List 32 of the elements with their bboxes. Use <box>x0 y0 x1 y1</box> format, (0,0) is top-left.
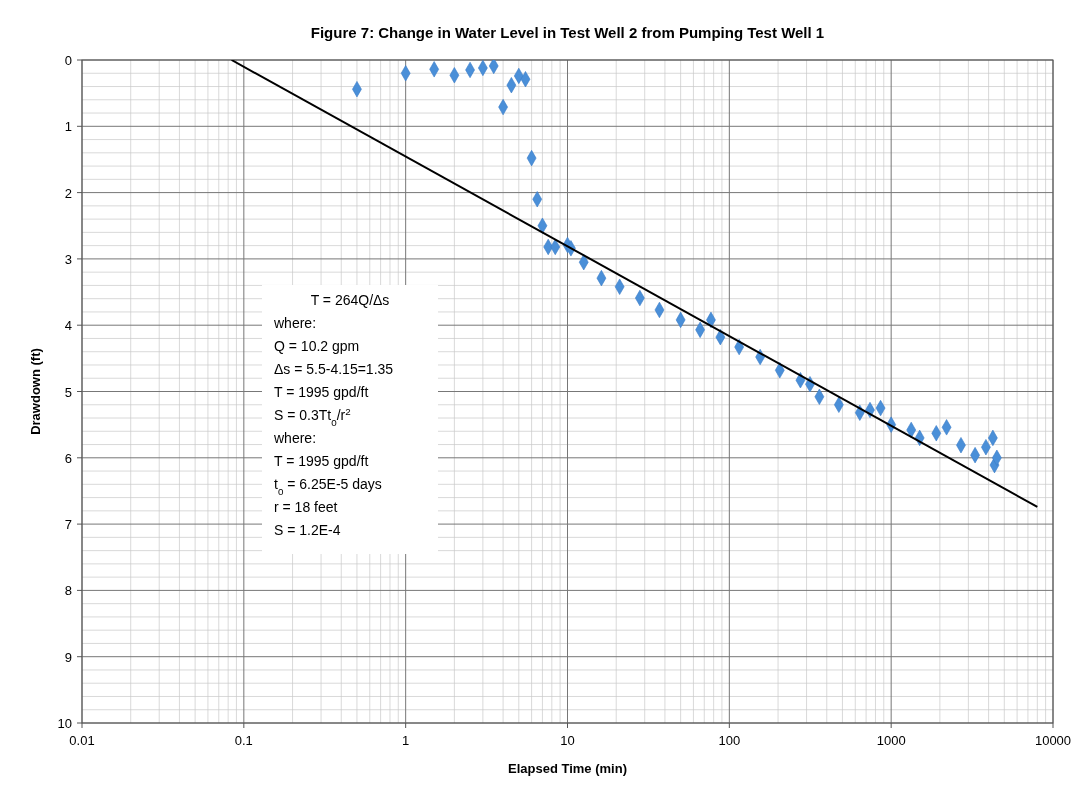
x-tick-label: 1 <box>402 733 410 748</box>
y-tick-label: 3 <box>64 251 72 267</box>
y-tick-label: 1 <box>64 119 72 135</box>
annotation: S = 1.2E-4 <box>274 522 341 538</box>
annotation: Q = 10.2 gpm <box>274 338 360 354</box>
y-tick-label: 2 <box>64 185 72 201</box>
y-tick-label: 4 <box>64 318 72 334</box>
annotation: T = 264Q/Δs <box>310 292 390 308</box>
x-tick-label: 10000 <box>1034 733 1072 748</box>
y-tick-label: 7 <box>64 517 72 533</box>
y-axis-title: Drawdown (ft) <box>28 348 43 435</box>
annotation: r = 18 feet <box>274 499 338 515</box>
y-tick-label: 8 <box>64 583 72 599</box>
annotation: where: <box>273 315 317 331</box>
x-tick-label: 0.1 <box>234 733 253 748</box>
annotation: S = 0.3Tt$_{0}$/r$^{2}$ <box>274 405 351 428</box>
y-tick-label: 9 <box>64 649 72 665</box>
y-tick-label: 5 <box>64 384 72 400</box>
annotation: where: <box>273 430 317 446</box>
annotation: t$_{0}$ = 6.25E-5 days <box>274 476 382 497</box>
x-tick-label: 10 <box>560 733 575 748</box>
x-tick-label: 0.01 <box>69 733 95 748</box>
x-axis-title: Elapsed Time (min) <box>508 761 627 776</box>
y-tick-label: 0 <box>64 53 72 68</box>
annotation: T = 1995 gpd/ft <box>274 453 369 469</box>
y-tick-label: 10 <box>57 716 72 731</box>
x-tick-label: 1000 <box>876 733 906 748</box>
annotation: T = 1995 gpd/ft <box>274 384 369 400</box>
y-tick-label: 6 <box>64 450 72 466</box>
annotation: Δs = 5.5-4.15=1.35 <box>274 361 394 377</box>
chart-title: Figure 7: Change in Water Level in Test Well 2 from Pumping Test Well 1 <box>310 24 825 41</box>
x-tick-label: 100 <box>718 733 741 748</box>
